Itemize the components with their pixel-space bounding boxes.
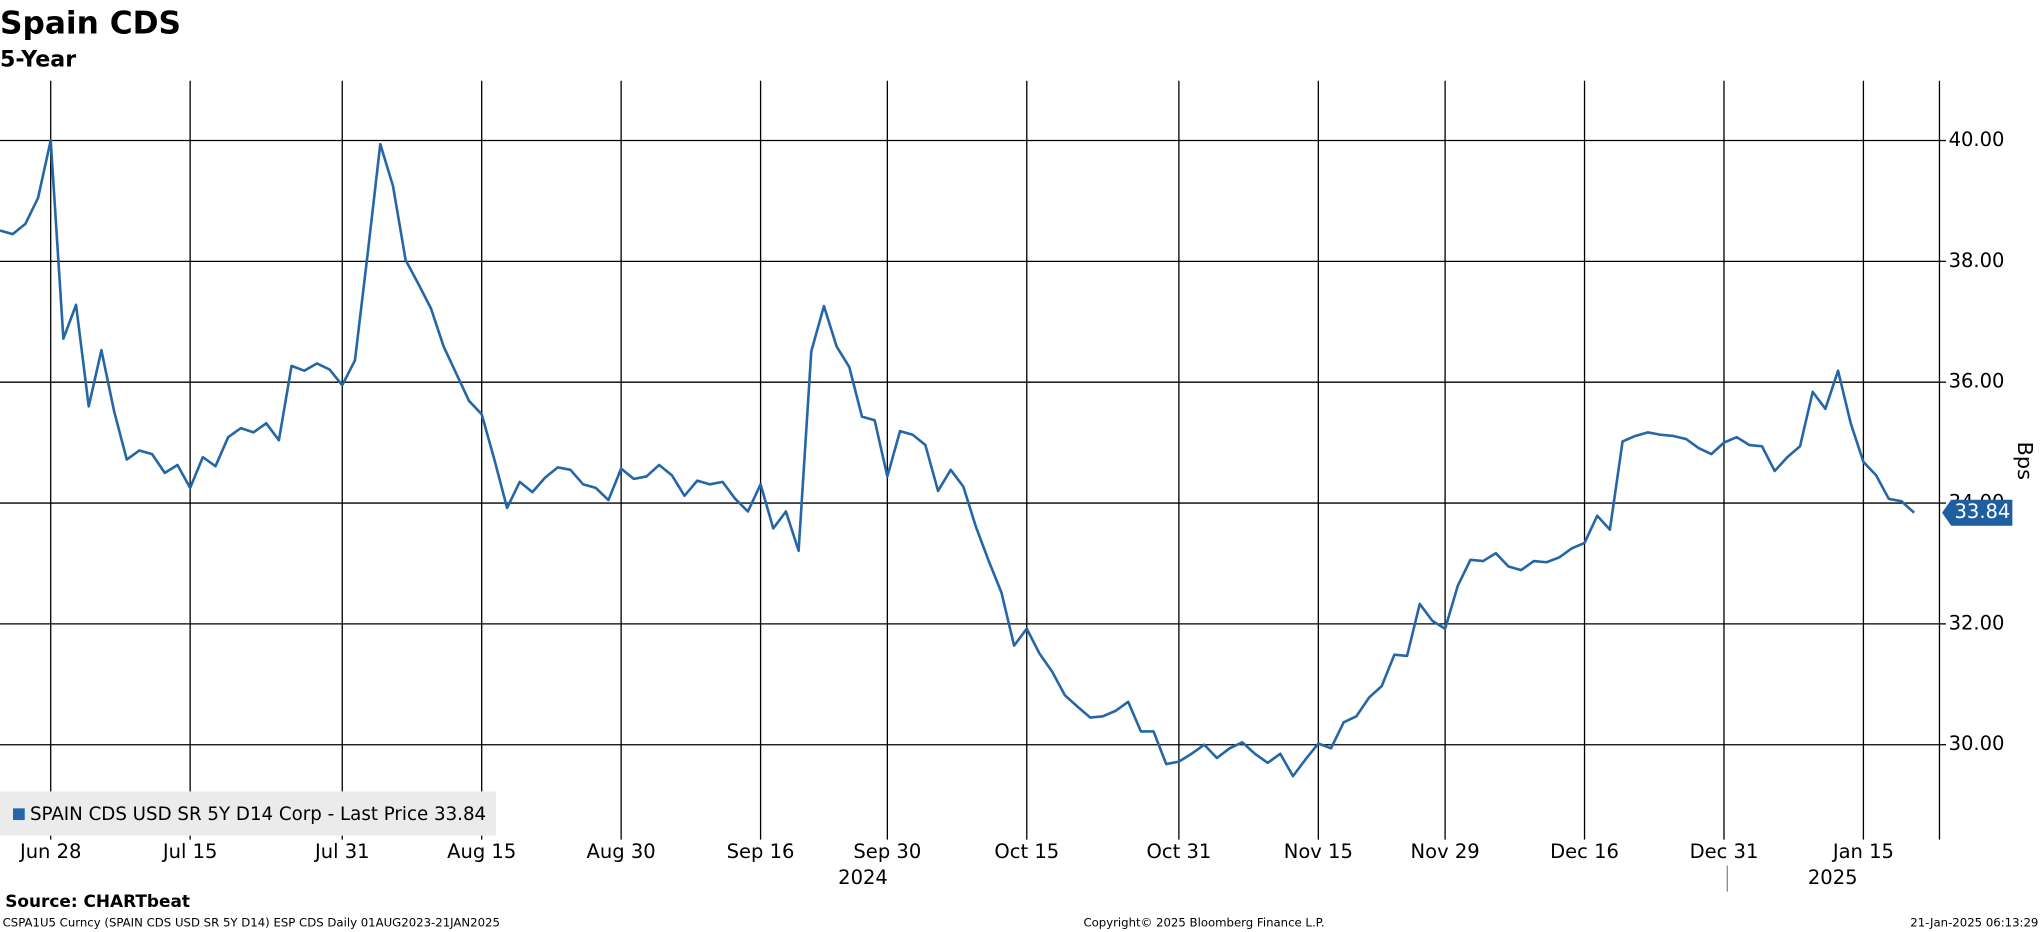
x-tick-label: Nov 29 <box>1411 840 1480 863</box>
y-tick-label: 36.00 <box>1949 370 2005 393</box>
x-tick-label: Jul 31 <box>313 840 370 863</box>
x-tick-label: Sep 30 <box>853 840 921 863</box>
y-tick-label: 38.00 <box>1949 249 2005 272</box>
y-tick-label: 30.00 <box>1949 732 2005 755</box>
x-tick-label: Dec 16 <box>1550 840 1619 863</box>
last-value-label: 33.84 <box>1954 500 2010 523</box>
year-label: 2024 <box>838 866 888 889</box>
x-tick-label: Aug 30 <box>587 840 656 863</box>
x-tick-label: Aug 15 <box>447 840 516 863</box>
x-tick-label: Nov 15 <box>1284 840 1353 863</box>
last-value-tag <box>1942 499 2013 526</box>
footer-right: 21-Jan-2025 06:13:29 <box>1910 915 2038 929</box>
year-label: 2025 <box>1808 866 1858 889</box>
data-line <box>0 139 1915 778</box>
source: Source: CHARTbeat <box>5 891 190 911</box>
footer-left: CSPA1U5 Curncy (SPAIN CDS USD SR 5Y D14)… <box>3 915 500 929</box>
legend-swatch <box>13 808 25 821</box>
x-tick-label: Jan 15 <box>1831 840 1894 863</box>
legend-box <box>0 791 496 836</box>
x-tick-label: Jul 15 <box>161 840 218 863</box>
legend-label: SPAIN CDS USD SR 5Y D14 Corp - Last Pric… <box>30 804 486 825</box>
y-axis-label: Bps <box>2013 442 2037 480</box>
x-tick-label: Dec 31 <box>1690 840 1759 863</box>
chart-title: Spain CDS <box>0 6 181 42</box>
x-tick-label: Oct 31 <box>1147 840 1212 863</box>
chart-subtitle: 5-Year <box>0 46 76 72</box>
x-tick-label: Oct 15 <box>994 840 1059 863</box>
y-tick-label: 32.00 <box>1949 611 2005 634</box>
x-tick-label: Sep 16 <box>727 840 795 863</box>
y-tick-label: 40.00 <box>1949 128 2005 151</box>
x-tick-label: Jun 28 <box>18 840 82 863</box>
footer-center: Copyright© 2025 Bloomberg Finance L.P. <box>1083 915 1324 929</box>
